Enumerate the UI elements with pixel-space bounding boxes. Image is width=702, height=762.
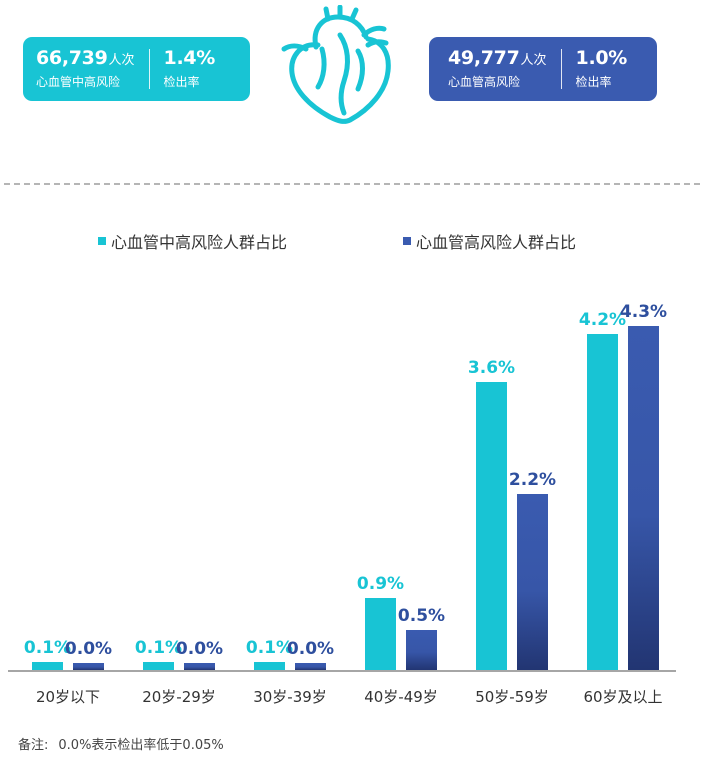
stat-label: 心血管高风险	[448, 74, 521, 89]
divider	[148, 49, 150, 89]
bar-high-risk-6	[628, 326, 659, 670]
bar-medium-high-risk-4	[365, 598, 396, 670]
footnote-label: 备注:	[18, 738, 49, 753]
legend-swatch	[98, 237, 106, 245]
stat-label: 心血管中高风险	[36, 74, 121, 89]
stat-unit: 人次	[108, 52, 135, 68]
data-label: 0.1%	[246, 638, 293, 658]
bar-medium-high-risk-5	[476, 382, 507, 670]
divider	[560, 49, 562, 89]
stat-count: 66,739	[36, 46, 108, 69]
section-divider	[4, 183, 700, 185]
legend-item-high-risk: 心血管高风险人群占比	[403, 229, 576, 253]
bar-medium-high-risk-1	[32, 662, 63, 670]
stat-card-medium-high-risk: 66,739 人次 心血管中高风险 1.4% 检出率	[23, 37, 250, 101]
x-tick-label: 30岁-39岁	[253, 688, 327, 706]
bar-high-risk-2	[184, 663, 215, 670]
x-tick-label: 60岁及以上	[583, 688, 662, 706]
data-label: 4.2%	[579, 310, 626, 330]
footnote-text: 0.0%表示检出率低于0.05%	[58, 738, 224, 753]
bar-medium-high-risk-2	[143, 662, 174, 670]
legend-label: 心血管高风险人群占比	[416, 233, 577, 252]
x-tick-label: 20岁-29岁	[142, 688, 216, 706]
stat-rate: 1.0%	[575, 46, 628, 69]
bar-medium-high-risk-6	[587, 334, 618, 670]
data-label: 0.1%	[135, 638, 182, 658]
data-label: 0.5%	[398, 606, 445, 626]
stat-unit: 人次	[520, 52, 547, 68]
data-label: 4.3%	[620, 302, 667, 322]
stat-rate-label: 检出率	[575, 74, 612, 89]
legend-label: 心血管中高风险人群占比	[111, 233, 288, 252]
data-label: 0.0%	[287, 639, 334, 659]
data-label: 2.2%	[509, 470, 556, 490]
x-tick-label: 40岁-49岁	[364, 688, 438, 706]
data-label: 0.9%	[357, 574, 404, 594]
stat-rate-label: 检出率	[163, 74, 200, 89]
bar-high-risk-1	[73, 663, 104, 670]
bar-high-risk-4	[406, 630, 437, 670]
legend-swatch	[403, 237, 411, 245]
stat-card-high-risk: 49,777 人次 心血管高风险 1.0% 检出率	[429, 37, 657, 101]
bar-chart: 0.1%0.0%20岁以下0.1%0.0%20岁-29岁0.1%0.0%30岁-…	[8, 302, 676, 706]
bar-high-risk-5	[517, 494, 548, 670]
data-label: 0.0%	[176, 639, 223, 659]
heart-icon	[281, 5, 391, 124]
bar-high-risk-3	[295, 663, 326, 670]
stat-count: 49,777	[448, 46, 520, 69]
stat-rate: 1.4%	[163, 46, 216, 69]
data-label: 0.0%	[65, 639, 112, 659]
legend-item-medium-high-risk: 心血管中高风险人群占比	[98, 229, 287, 253]
data-label: 0.1%	[24, 638, 71, 658]
x-tick-label: 20岁以下	[36, 688, 100, 706]
x-tick-label: 50岁-59岁	[475, 688, 549, 706]
footnote: 备注: 0.0%表示检出率低于0.05%	[18, 734, 224, 753]
bar-medium-high-risk-3	[254, 662, 285, 670]
data-label: 3.6%	[468, 358, 515, 378]
